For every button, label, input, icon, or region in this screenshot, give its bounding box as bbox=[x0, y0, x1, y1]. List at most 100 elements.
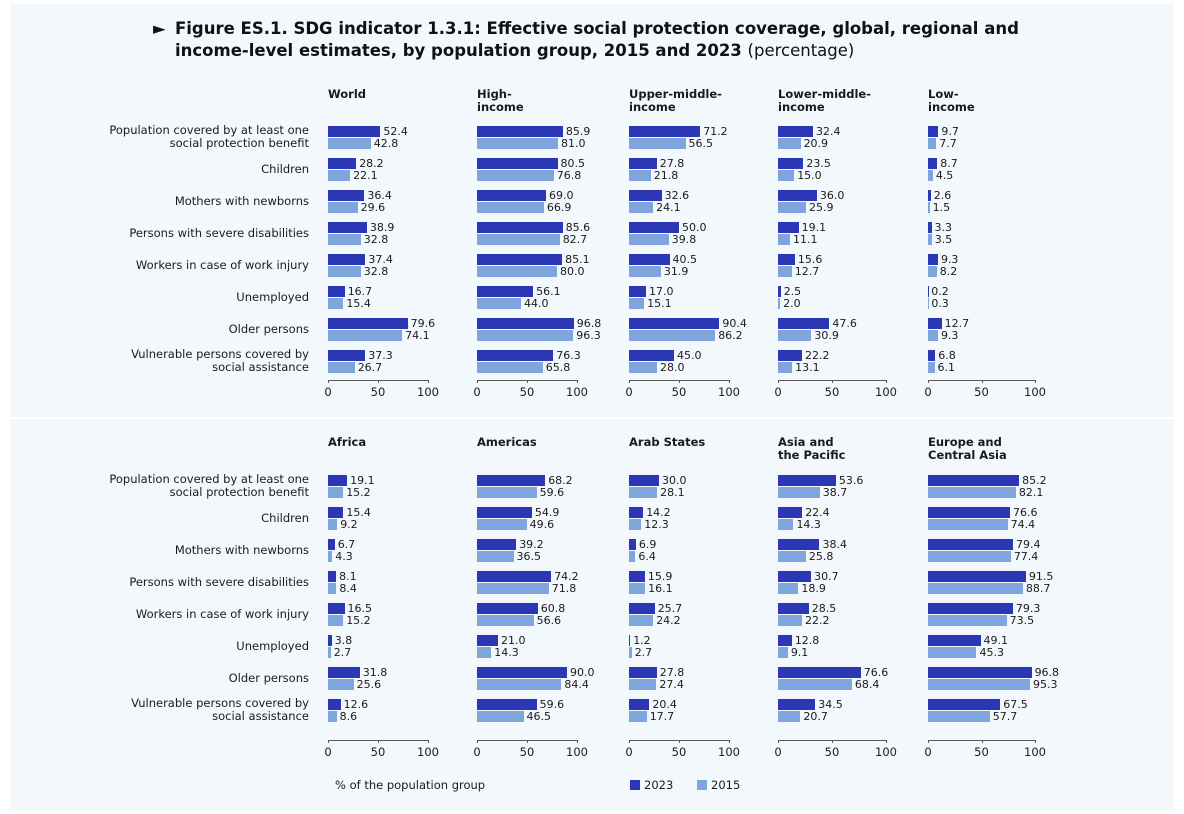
bar bbox=[928, 603, 1013, 614]
bar bbox=[328, 603, 345, 614]
legend-label: 2023 bbox=[644, 778, 674, 792]
bar bbox=[778, 551, 806, 562]
bar bbox=[328, 571, 337, 582]
value-label: 84.4 bbox=[564, 678, 589, 691]
bar bbox=[928, 475, 1020, 486]
value-label: 3.3 bbox=[934, 221, 953, 234]
value-label: 16.7 bbox=[347, 285, 373, 298]
x-tick-label: 0 bbox=[774, 385, 782, 399]
value-label: 91.5 bbox=[1028, 570, 1054, 583]
bar bbox=[928, 519, 1008, 530]
value-label: 80.5 bbox=[560, 157, 586, 170]
bar bbox=[778, 170, 795, 181]
bar bbox=[328, 507, 344, 518]
value-label: 59.6 bbox=[539, 486, 565, 499]
panel-title: Africa bbox=[328, 435, 367, 449]
bar bbox=[629, 298, 645, 309]
bar bbox=[778, 138, 801, 149]
bar bbox=[778, 647, 788, 658]
title-arrow: ► bbox=[153, 19, 166, 38]
bar bbox=[328, 138, 371, 149]
x-tick-label: 0 bbox=[473, 385, 481, 399]
value-label: 82.1 bbox=[1018, 486, 1044, 499]
value-label: 24.2 bbox=[656, 614, 681, 627]
value-label: 85.6 bbox=[565, 221, 591, 234]
category-label: Older persons bbox=[228, 670, 309, 685]
value-label: 79.6 bbox=[410, 317, 436, 330]
bar bbox=[778, 571, 812, 582]
value-label: 88.7 bbox=[1025, 582, 1051, 595]
x-tick-mark bbox=[527, 380, 528, 383]
x-tick-label: 50 bbox=[974, 385, 989, 399]
value-label: 45.3 bbox=[979, 646, 1004, 659]
value-label: 40.5 bbox=[672, 253, 698, 266]
x-tick-label: 100 bbox=[566, 745, 588, 759]
value-label: 1.5 bbox=[932, 201, 951, 214]
bar bbox=[477, 222, 563, 233]
bar bbox=[328, 234, 361, 245]
value-label: 15.2 bbox=[346, 614, 371, 627]
bar bbox=[928, 667, 1032, 678]
bar bbox=[629, 679, 657, 690]
x-tick-label: 100 bbox=[1024, 385, 1046, 399]
bar bbox=[928, 647, 977, 658]
bar bbox=[328, 487, 344, 498]
bar bbox=[778, 222, 799, 233]
bar bbox=[477, 158, 558, 169]
value-label: 14.3 bbox=[494, 646, 519, 659]
value-label: 95.3 bbox=[1032, 678, 1058, 691]
value-label: 80.0 bbox=[560, 265, 585, 278]
value-label: 25.8 bbox=[808, 550, 834, 563]
bar bbox=[629, 330, 716, 341]
value-label: 11.1 bbox=[792, 233, 818, 246]
value-label: 34.5 bbox=[818, 698, 843, 711]
value-label: 6.4 bbox=[638, 550, 656, 563]
value-label: 12.8 bbox=[794, 634, 820, 647]
panel-title: Arab States bbox=[629, 435, 706, 449]
category-label: Workers in case of work injury bbox=[135, 606, 309, 621]
bar bbox=[477, 190, 546, 201]
value-label: 17.7 bbox=[649, 710, 675, 723]
x-tick-mark bbox=[729, 380, 730, 383]
value-label: 16.5 bbox=[347, 602, 373, 615]
value-label: 2.5 bbox=[783, 285, 802, 298]
bar bbox=[928, 583, 1023, 594]
bar bbox=[328, 222, 367, 233]
value-label: 20.9 bbox=[803, 137, 829, 150]
bar bbox=[629, 158, 657, 169]
category-label: Population covered by at least one socia… bbox=[109, 472, 309, 499]
bar bbox=[328, 254, 366, 265]
bar bbox=[928, 571, 1026, 582]
value-label: 50.0 bbox=[682, 221, 707, 234]
value-label: 1.2 bbox=[633, 634, 651, 647]
value-label: 86.2 bbox=[718, 329, 743, 342]
value-label: 49.1 bbox=[983, 634, 1009, 647]
bar bbox=[477, 266, 557, 277]
bar bbox=[629, 571, 645, 582]
x-tick-mark bbox=[832, 380, 833, 383]
category-label: Population covered by at least one socia… bbox=[109, 123, 309, 150]
x-tick-mark bbox=[679, 740, 680, 743]
bar bbox=[928, 487, 1016, 498]
value-label: 39.8 bbox=[671, 233, 697, 246]
bar bbox=[629, 583, 646, 594]
bar bbox=[778, 190, 817, 201]
value-label: 2.6 bbox=[933, 189, 952, 202]
bar bbox=[477, 635, 498, 646]
bar bbox=[328, 170, 351, 181]
bar bbox=[778, 519, 794, 530]
figure-title: ► Figure ES.1. SDG indicator 1.3.1: Effec… bbox=[153, 18, 1035, 62]
bar bbox=[328, 551, 333, 562]
value-label: 73.5 bbox=[1009, 614, 1035, 627]
value-label: 19.1 bbox=[350, 474, 375, 487]
bar bbox=[928, 190, 931, 201]
bar bbox=[928, 202, 930, 213]
bar bbox=[328, 202, 358, 213]
value-label: 21.0 bbox=[501, 634, 526, 647]
value-label: 6.9 bbox=[638, 538, 657, 551]
value-label: 3.5 bbox=[934, 233, 953, 246]
value-label: 90.4 bbox=[722, 317, 747, 330]
bar bbox=[477, 667, 567, 678]
bar bbox=[778, 158, 804, 169]
category-label: Unemployed bbox=[236, 638, 309, 653]
